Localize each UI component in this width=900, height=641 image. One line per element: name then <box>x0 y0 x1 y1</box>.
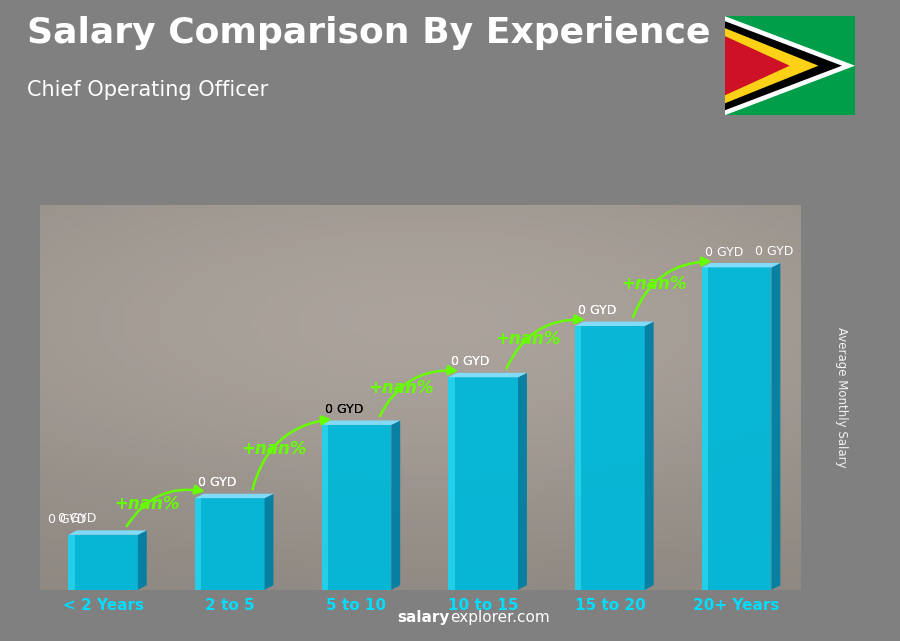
Polygon shape <box>392 420 400 590</box>
Polygon shape <box>575 326 644 590</box>
Polygon shape <box>771 263 780 590</box>
Polygon shape <box>448 373 526 378</box>
Text: +nan%: +nan% <box>622 275 687 293</box>
Polygon shape <box>644 322 653 590</box>
Polygon shape <box>448 378 518 590</box>
Text: 0 GYD: 0 GYD <box>49 513 86 526</box>
Polygon shape <box>195 494 274 498</box>
Text: 0 GYD: 0 GYD <box>451 356 490 369</box>
Text: 0 GYD: 0 GYD <box>325 403 363 416</box>
Polygon shape <box>724 21 842 110</box>
Text: Salary Comparison By Experience: Salary Comparison By Experience <box>27 16 710 50</box>
Polygon shape <box>68 530 147 535</box>
Polygon shape <box>448 378 454 590</box>
Polygon shape <box>321 425 328 590</box>
Polygon shape <box>138 530 147 590</box>
Text: explorer.com: explorer.com <box>450 610 550 625</box>
Polygon shape <box>68 535 138 590</box>
Text: 0 GYD: 0 GYD <box>325 403 363 416</box>
Text: 0 GYD: 0 GYD <box>755 246 794 258</box>
Polygon shape <box>575 322 653 326</box>
Polygon shape <box>724 16 855 115</box>
Text: +nan%: +nan% <box>495 329 561 347</box>
Polygon shape <box>68 535 75 590</box>
Polygon shape <box>702 267 708 590</box>
Text: +nan%: +nan% <box>114 495 180 513</box>
Text: salary: salary <box>398 610 450 625</box>
Polygon shape <box>195 498 202 590</box>
Polygon shape <box>518 373 526 590</box>
Polygon shape <box>575 326 581 590</box>
Text: +nan%: +nan% <box>241 440 307 458</box>
Polygon shape <box>702 267 771 590</box>
Text: +nan%: +nan% <box>368 379 434 397</box>
Text: 0 GYD: 0 GYD <box>58 512 96 525</box>
Text: 0 GYD: 0 GYD <box>198 476 237 489</box>
Polygon shape <box>321 420 400 425</box>
Text: 0 GYD: 0 GYD <box>578 304 617 317</box>
Polygon shape <box>265 494 274 590</box>
Text: 0 GYD: 0 GYD <box>578 304 617 317</box>
Polygon shape <box>195 498 265 590</box>
Polygon shape <box>724 16 855 115</box>
Text: 0 GYD: 0 GYD <box>705 246 743 258</box>
Text: Chief Operating Officer: Chief Operating Officer <box>27 80 268 100</box>
Text: 0 GYD: 0 GYD <box>198 476 237 489</box>
Polygon shape <box>321 425 392 590</box>
Polygon shape <box>702 263 780 267</box>
Text: 0 GYD: 0 GYD <box>451 355 490 368</box>
Polygon shape <box>724 28 818 103</box>
Polygon shape <box>724 36 790 96</box>
Text: Average Monthly Salary: Average Monthly Salary <box>835 327 848 468</box>
